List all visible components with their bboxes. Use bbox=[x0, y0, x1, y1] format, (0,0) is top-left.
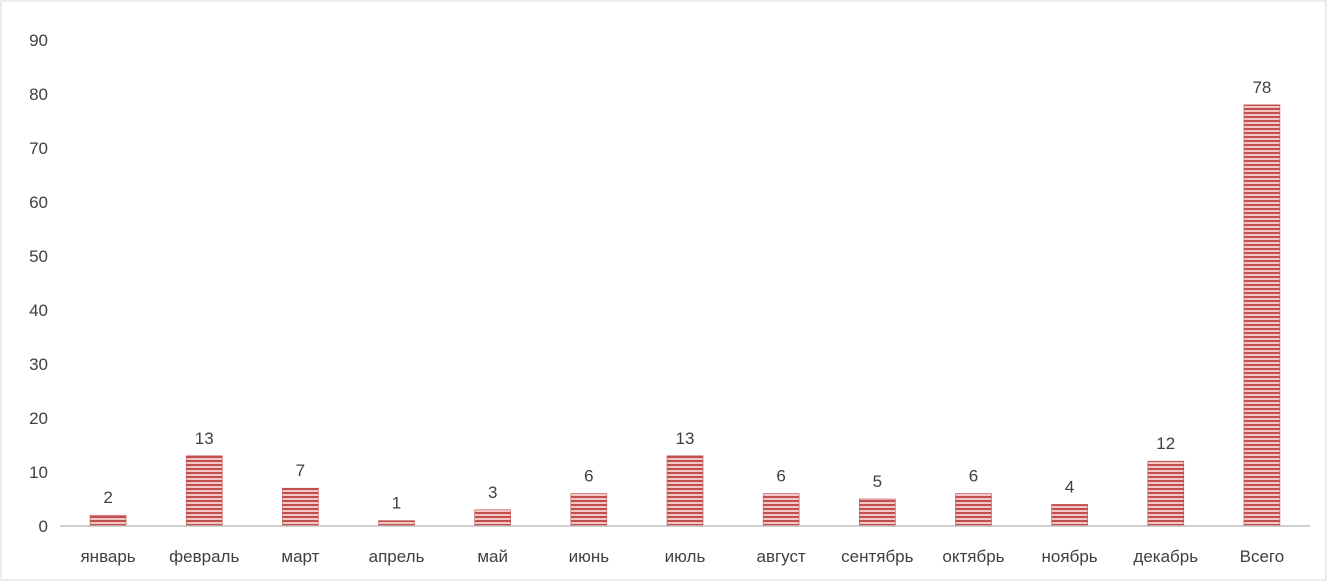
y-tick-label: 50 bbox=[29, 247, 48, 266]
x-tick-label: май bbox=[477, 547, 508, 566]
x-tick-label: январь bbox=[80, 547, 135, 566]
x-tick-label: август bbox=[757, 547, 806, 566]
x-tick-label: июнь bbox=[569, 547, 610, 566]
y-tick-label: 90 bbox=[29, 31, 48, 50]
bar bbox=[474, 509, 511, 527]
x-tick-label: февраль bbox=[169, 547, 239, 566]
y-tick-label: 40 bbox=[29, 301, 48, 320]
data-label: 12 bbox=[1156, 434, 1175, 453]
y-tick-label: 60 bbox=[29, 193, 48, 212]
y-tick-label: 20 bbox=[29, 409, 48, 428]
y-tick-label: 0 bbox=[39, 517, 48, 536]
x-tick-label: октябрь bbox=[942, 547, 1004, 566]
y-axis-tick-labels: 0 10 20 30 40 50 60 70 80 90 bbox=[29, 31, 48, 536]
x-tick-label: сентябрь bbox=[841, 547, 914, 566]
bar bbox=[185, 455, 223, 527]
y-tick-label: 80 bbox=[29, 85, 48, 104]
bar bbox=[1051, 504, 1088, 527]
data-label: 7 bbox=[296, 461, 305, 480]
x-tick-label: март bbox=[281, 547, 319, 566]
bar bbox=[1243, 104, 1281, 527]
data-label: 78 bbox=[1252, 78, 1271, 97]
data-label: 4 bbox=[1065, 477, 1074, 496]
bar bbox=[859, 498, 896, 527]
bar bbox=[955, 493, 992, 527]
bar bbox=[762, 493, 800, 527]
x-tick-label: ноябрь bbox=[1042, 547, 1098, 566]
bar bbox=[282, 487, 319, 527]
bar bbox=[666, 455, 704, 527]
data-label: 6 bbox=[584, 467, 593, 486]
data-label: 5 bbox=[873, 472, 882, 491]
bar bbox=[570, 493, 608, 527]
x-tick-label: июль bbox=[665, 547, 706, 566]
y-tick-label: 10 bbox=[29, 463, 48, 482]
bar bbox=[1147, 460, 1185, 527]
data-label: 1 bbox=[392, 494, 401, 513]
data-label: 13 bbox=[195, 429, 214, 448]
data-label: 6 bbox=[969, 467, 978, 486]
x-tick-label: Всего bbox=[1240, 547, 1285, 566]
data-label: 13 bbox=[676, 429, 695, 448]
x-tick-label: апрель bbox=[369, 547, 425, 566]
bar bbox=[89, 514, 127, 527]
y-tick-label: 30 bbox=[29, 355, 48, 374]
data-label: 3 bbox=[488, 483, 497, 502]
bar-series bbox=[89, 104, 1281, 527]
x-tick-label: декабрь bbox=[1133, 547, 1198, 566]
data-label: 6 bbox=[776, 467, 785, 486]
bar bbox=[378, 520, 415, 527]
y-tick-label: 70 bbox=[29, 139, 48, 158]
data-label: 2 bbox=[103, 488, 112, 507]
x-axis-tick-labels: январь февраль март апрель май июнь июль август… bbox=[80, 547, 1284, 566]
